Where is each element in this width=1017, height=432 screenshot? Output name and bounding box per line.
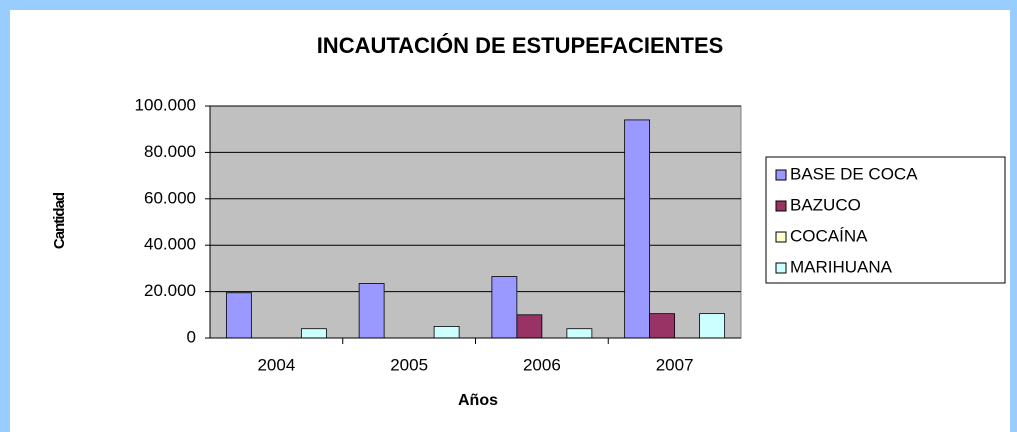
legend-swatch: [775, 169, 787, 181]
x-axis-label: Años: [458, 392, 498, 409]
y-tick-label: 20.000: [144, 281, 196, 300]
y-tick-label: 80.000: [144, 142, 196, 161]
legend-swatch: [775, 231, 787, 243]
bar: [491, 276, 518, 339]
legend-box: [765, 156, 1006, 284]
y-axis-label: Cantidad: [51, 192, 68, 249]
legend-label: MARIHUANA: [790, 257, 893, 276]
x-tick-label: 2006: [523, 355, 561, 374]
legend-label: COCAÍNA: [790, 226, 868, 245]
legend-swatch: [775, 200, 787, 212]
x-tick-label: 2004: [257, 355, 295, 374]
bar: [358, 283, 385, 339]
bar: [516, 314, 543, 339]
bar: [699, 313, 726, 339]
y-tick-label: 0: [187, 327, 196, 346]
plot-area: [209, 105, 742, 339]
bar: [649, 313, 676, 339]
chart-title: INCAUTACIÓN DE ESTUPEFACIENTES: [317, 33, 724, 58]
y-tick-label: 40.000: [144, 235, 196, 254]
bar: [624, 119, 651, 339]
bar: [225, 292, 252, 339]
bar: [300, 328, 327, 339]
x-tick-label: 2007: [656, 355, 694, 374]
y-tick-label: 100.000: [135, 95, 196, 114]
x-tick-label: 2005: [390, 355, 428, 374]
legend-label: BAZUCO: [790, 195, 861, 214]
bar: [433, 325, 460, 339]
y-tick-label: 60.000: [144, 188, 196, 207]
legend-label: BASE DE COCA: [790, 164, 918, 183]
legend-swatch: [775, 262, 787, 274]
bar: [566, 328, 593, 339]
